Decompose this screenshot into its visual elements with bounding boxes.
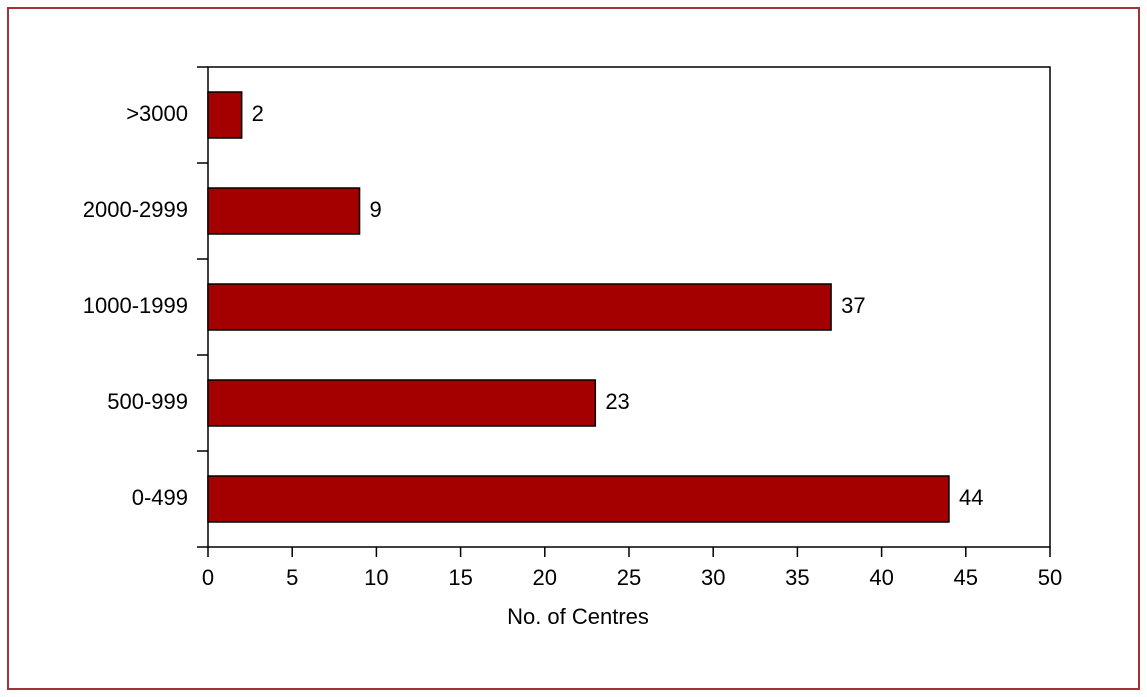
x-tick-label: 20: [533, 565, 557, 590]
bar: [207, 379, 597, 427]
x-tick-label: 45: [954, 565, 978, 590]
y-tick-label: 0-499: [132, 485, 188, 510]
value-label: 44: [959, 485, 983, 510]
y-tick-label: 500-999: [107, 389, 188, 414]
x-tick-label: 35: [785, 565, 809, 590]
outer-frame: [7, 7, 1140, 690]
value-label: 23: [605, 389, 629, 414]
bar: [207, 475, 950, 523]
x-tick-label: 5: [286, 565, 298, 590]
x-tick-label: 10: [364, 565, 388, 590]
x-tick-label: 25: [617, 565, 641, 590]
bar: [207, 91, 243, 139]
y-tick-label: 2000-2999: [83, 197, 188, 222]
bar: [207, 187, 361, 235]
x-tick-label: 0: [202, 565, 214, 590]
x-tick-label: 40: [869, 565, 893, 590]
bar: [207, 283, 832, 331]
y-tick-label: >3000: [126, 101, 188, 126]
y-tick-label: 1000-1999: [83, 293, 188, 318]
x-tick-label: 15: [448, 565, 472, 590]
value-label: 37: [841, 293, 865, 318]
x-axis-label: No. of Centres: [507, 604, 649, 629]
value-label: 2: [252, 101, 264, 126]
x-tick-label: 50: [1038, 565, 1062, 590]
value-label: 9: [370, 197, 382, 222]
x-tick-label: 30: [701, 565, 725, 590]
